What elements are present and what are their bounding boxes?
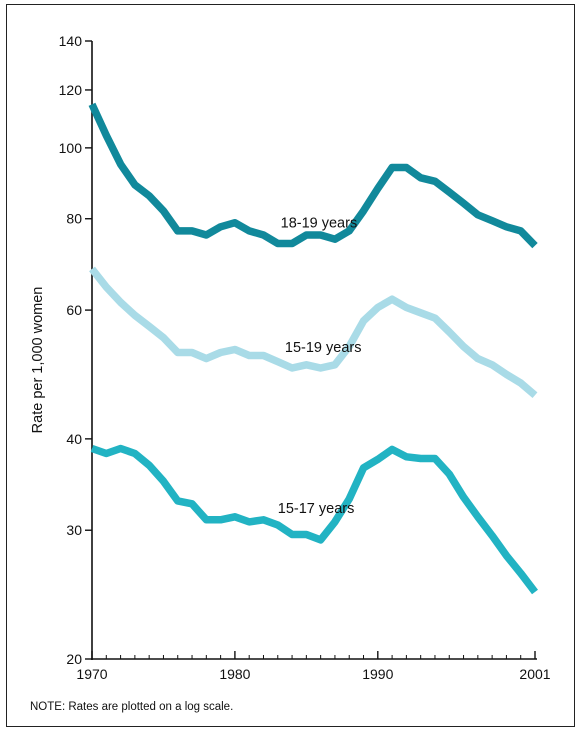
x-tick-label: 2001 <box>519 666 550 682</box>
y-tick-label: 60 <box>66 302 82 318</box>
note-text: NOTE: Rates are plotted on a log scale. <box>30 701 234 713</box>
x-tick-label: 1990 <box>362 666 393 682</box>
y-tick-label: 40 <box>66 431 82 447</box>
series-label: 15-19 years <box>285 340 362 356</box>
series-line-15-19-years <box>89 266 538 399</box>
series-layer <box>88 102 538 595</box>
y-axis-label: Rate per 1,000 women <box>30 287 46 434</box>
series-label: 15-17 years <box>278 501 355 517</box>
y-tick-label: 30 <box>66 522 82 538</box>
labels-layer: 18-19 years 15-19 years 15-17 years <box>278 215 362 516</box>
x-tick-label: 1980 <box>219 666 250 682</box>
y-tick-label: 20 <box>66 651 82 667</box>
y-tick-label: 80 <box>66 211 82 227</box>
series-line-15-17-years <box>90 444 538 595</box>
y-tick-label: 120 <box>59 82 83 98</box>
axes: 20 30 40 60 80 100 120 140 1970 1980 1990 2001 Rate … <box>30 33 551 682</box>
x-tick-label: 1970 <box>76 666 107 682</box>
y-tick-label: 100 <box>59 140 83 156</box>
series-label: 18-19 years <box>281 215 358 231</box>
y-tick-label: 140 <box>59 33 83 49</box>
series-line-18-19-years <box>88 102 538 249</box>
